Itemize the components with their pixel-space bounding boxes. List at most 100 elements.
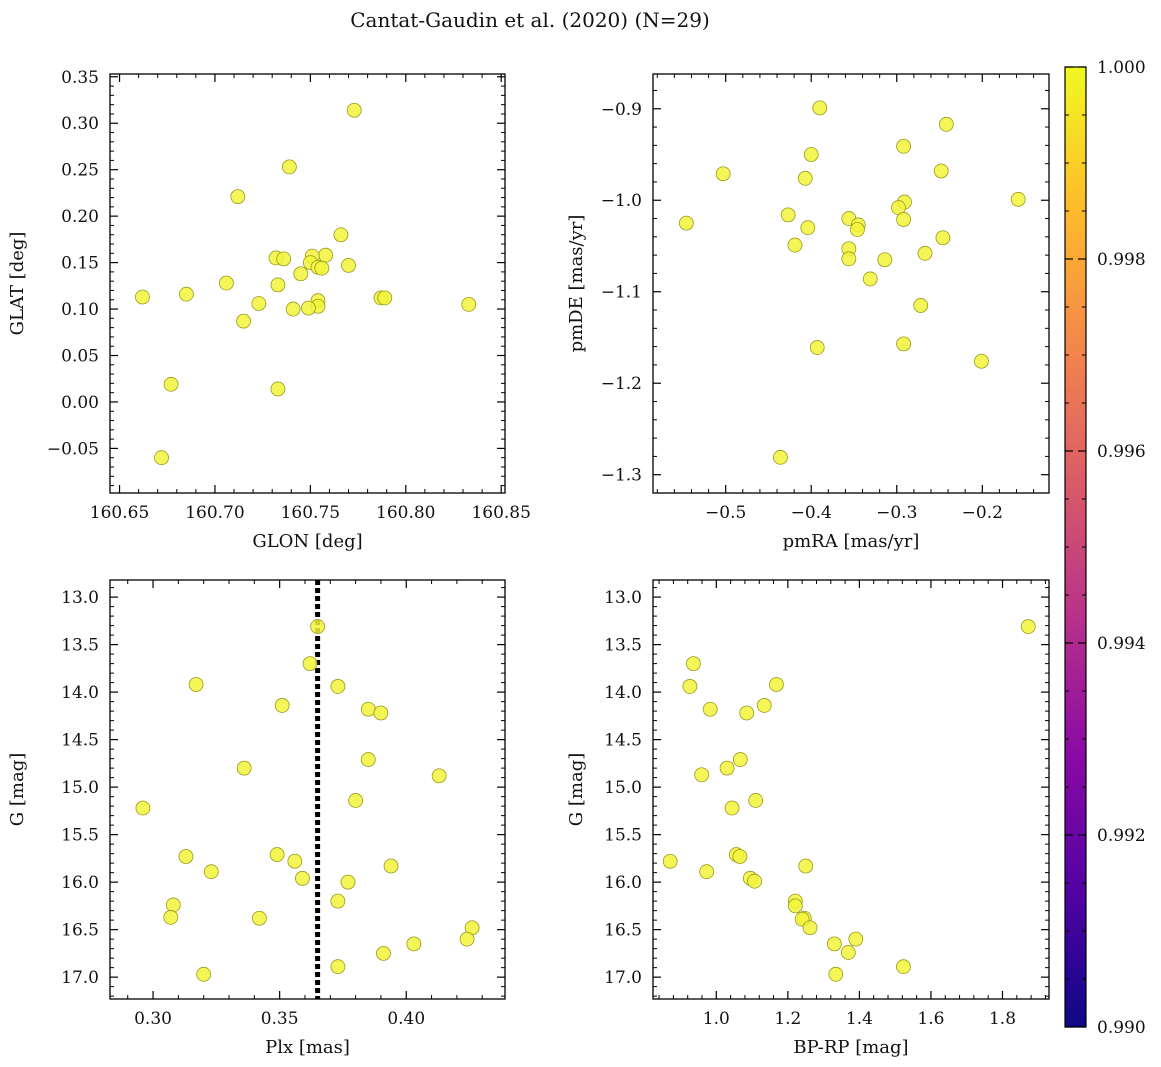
data-point	[896, 138, 912, 154]
data-point	[678, 215, 694, 231]
data-point	[219, 275, 234, 291]
x-tick-label: −0.3	[876, 503, 917, 523]
data-point	[699, 864, 715, 880]
data-point	[702, 701, 718, 717]
data-point	[800, 220, 816, 236]
y-tick-label: 0.00	[61, 393, 99, 413]
x-axis-label: BP-RP [mag]	[793, 1037, 908, 1058]
data-point	[270, 277, 286, 293]
data-point	[330, 679, 346, 694]
y-tick-label: 0.20	[61, 207, 99, 227]
data-point	[236, 313, 251, 329]
data-point	[1010, 191, 1026, 207]
data-point	[178, 286, 194, 302]
data-point	[314, 260, 330, 276]
data-point	[346, 102, 362, 118]
x-tick-label: 1.2	[774, 1009, 801, 1029]
axes-frame	[109, 579, 506, 1000]
ticks	[110, 580, 505, 999]
panel-top-left: 160.65 160.70 160.75 160.80 160.85 −0.05 0.00 0…	[7, 68, 531, 552]
y-axis-label: pmDE [mas/yr]	[566, 215, 587, 353]
data-point	[302, 656, 318, 672]
data-point	[383, 858, 399, 874]
x-tick-label: 0.30	[134, 1009, 172, 1029]
panel-top-right: −0.5 −0.4 −0.3 −0.2 −1.3 −1.2 −1.1 −1.0 −0.9 pmRA…	[566, 73, 1050, 552]
y-tick-label: 0.35	[61, 68, 99, 88]
data-points	[662, 619, 1036, 982]
data-point	[163, 909, 179, 925]
data-point	[840, 945, 856, 960]
data-point	[756, 698, 772, 713]
y-tick-label: 15.5	[61, 826, 99, 846]
data-point	[406, 936, 422, 952]
data-point	[933, 163, 949, 179]
data-point	[662, 853, 678, 869]
data-point	[773, 449, 788, 465]
data-point	[719, 760, 735, 776]
data-points	[135, 102, 477, 466]
data-point	[333, 227, 349, 243]
data-point	[896, 212, 912, 227]
data-point	[163, 376, 179, 392]
data-point	[686, 656, 701, 672]
colorbar-tick-label: 0.998	[1097, 250, 1146, 270]
y-tick-label: 0.15	[61, 254, 99, 274]
axes-frame	[652, 73, 1050, 494]
colorbar-tick-label: 0.990	[1097, 1018, 1146, 1038]
y-tick-label: 16.0	[61, 873, 99, 893]
data-point	[748, 793, 764, 808]
data-point	[802, 920, 818, 936]
y-tick-label: 16.5	[61, 921, 99, 941]
y-tick-label: 14.5	[61, 731, 99, 751]
x-tick-label: 0.40	[387, 1009, 425, 1029]
x-tick-label: 160.65	[90, 503, 149, 523]
y-tick-label: 15.0	[604, 778, 642, 798]
data-points	[135, 619, 480, 982]
y-axis-label: G [mag]	[566, 753, 587, 826]
x-tick-label: 160.80	[376, 503, 435, 523]
axes-frame	[652, 579, 1050, 1000]
y-tick-label: 16.5	[604, 921, 642, 941]
data-point	[747, 873, 762, 889]
data-point	[809, 340, 825, 355]
data-point	[1020, 619, 1036, 634]
data-point	[135, 800, 151, 816]
data-point	[848, 931, 864, 947]
data-point	[251, 910, 267, 926]
data-point	[862, 271, 878, 287]
data-point	[135, 289, 150, 305]
y-tick-label: 13.5	[604, 636, 642, 656]
x-tick-label: 1.8	[989, 1009, 1016, 1029]
data-point	[787, 237, 803, 253]
data-point	[287, 853, 303, 869]
x-tick-label: 160.85	[471, 503, 530, 523]
data-point	[251, 296, 267, 311]
y-tick-label: 0.05	[61, 347, 99, 367]
y-tick-label: 14.0	[604, 683, 642, 703]
y-tick-label: −0.05	[47, 439, 99, 459]
y-tick-label: 17.0	[604, 968, 642, 988]
data-point	[377, 290, 393, 306]
data-point	[360, 752, 376, 767]
y-tick-label: 15.5	[604, 826, 642, 846]
data-point	[798, 858, 814, 874]
ticks	[653, 580, 1049, 999]
y-tick-label: 0.25	[61, 161, 99, 181]
data-point	[787, 898, 803, 914]
data-point	[178, 849, 194, 864]
y-axis-label: GLAT [deg]	[7, 232, 28, 336]
data-point	[826, 936, 842, 952]
data-point	[913, 298, 929, 313]
x-axis-label: Plx [mas]	[265, 1037, 350, 1058]
data-point	[285, 301, 301, 317]
colorbar-tick-label: 0.996	[1097, 442, 1146, 462]
data-point	[803, 147, 819, 162]
colorbar-tick-label: 0.994	[1097, 634, 1146, 654]
data-point	[682, 679, 698, 694]
data-point	[196, 966, 212, 982]
data-point	[459, 931, 475, 947]
data-point	[293, 266, 309, 282]
data-point	[274, 698, 290, 713]
data-point	[732, 849, 748, 864]
